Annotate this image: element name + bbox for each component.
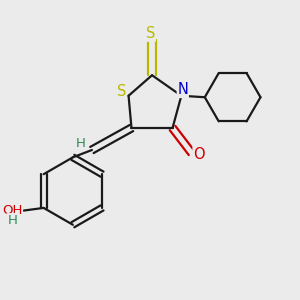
- Text: S: S: [116, 84, 126, 99]
- Text: H: H: [76, 137, 86, 150]
- Text: H: H: [7, 214, 17, 227]
- Text: O: O: [193, 147, 205, 162]
- Text: N: N: [177, 82, 188, 98]
- Text: OH: OH: [2, 204, 22, 217]
- Text: S: S: [146, 26, 155, 41]
